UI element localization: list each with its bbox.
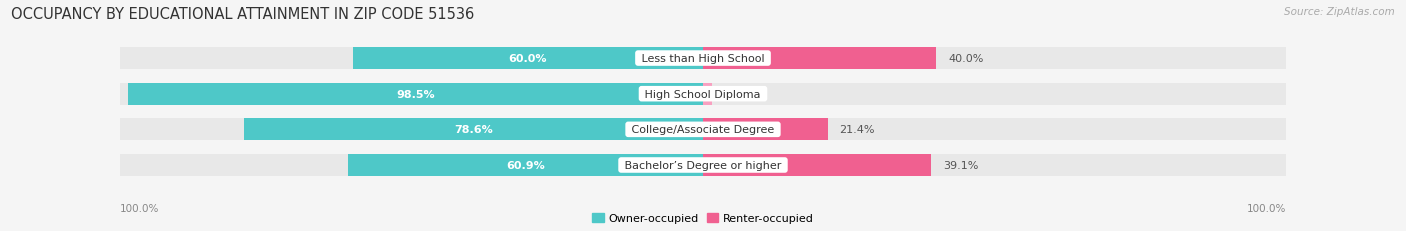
Text: 78.6%: 78.6%: [454, 125, 494, 135]
Bar: [703, 154, 1286, 176]
Text: 39.1%: 39.1%: [943, 160, 979, 170]
Bar: [245, 119, 703, 141]
Bar: [703, 119, 828, 141]
Text: 21.4%: 21.4%: [839, 125, 875, 135]
Text: 1.5%: 1.5%: [724, 89, 752, 99]
Text: OCCUPANCY BY EDUCATIONAL ATTAINMENT IN ZIP CODE 51536: OCCUPANCY BY EDUCATIONAL ATTAINMENT IN Z…: [11, 7, 474, 22]
Bar: [703, 119, 1286, 141]
Bar: [120, 83, 703, 105]
Text: 100.0%: 100.0%: [120, 203, 159, 213]
Bar: [353, 48, 703, 70]
Text: 98.5%: 98.5%: [396, 89, 434, 99]
Bar: [347, 154, 703, 176]
Text: Bachelor’s Degree or higher: Bachelor’s Degree or higher: [621, 160, 785, 170]
Bar: [120, 48, 703, 70]
Bar: [120, 154, 703, 176]
Text: 100.0%: 100.0%: [1247, 203, 1286, 213]
Bar: [703, 48, 936, 70]
Text: 60.0%: 60.0%: [509, 54, 547, 64]
Text: 40.0%: 40.0%: [948, 54, 983, 64]
Text: Source: ZipAtlas.com: Source: ZipAtlas.com: [1284, 7, 1395, 17]
Text: Less than High School: Less than High School: [638, 54, 768, 64]
Bar: [120, 119, 703, 141]
Bar: [703, 83, 711, 105]
Bar: [703, 154, 931, 176]
Bar: [703, 83, 1286, 105]
Text: College/Associate Degree: College/Associate Degree: [628, 125, 778, 135]
Bar: [703, 48, 1286, 70]
Text: High School Diploma: High School Diploma: [641, 89, 765, 99]
Bar: [128, 83, 703, 105]
Text: 60.9%: 60.9%: [506, 160, 544, 170]
Legend: Owner-occupied, Renter-occupied: Owner-occupied, Renter-occupied: [588, 209, 818, 228]
